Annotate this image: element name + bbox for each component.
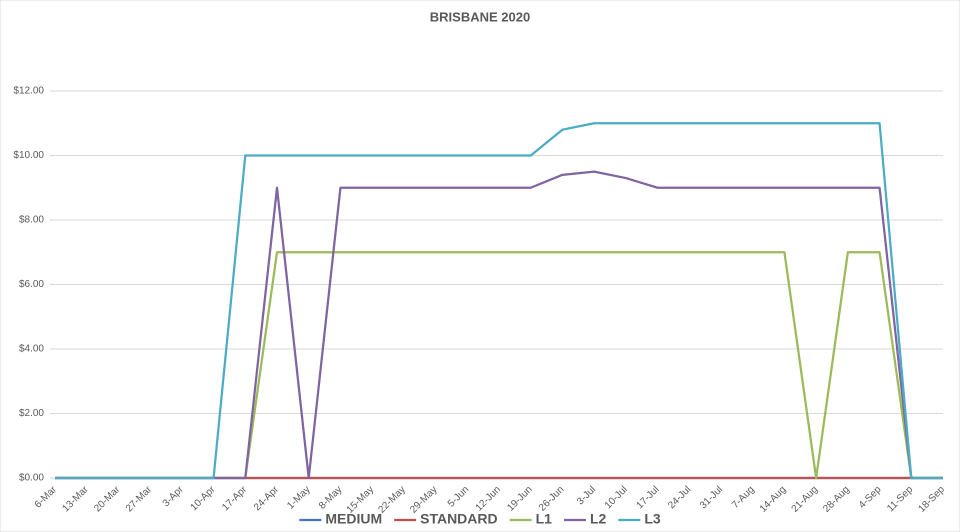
y-tick-label: $8.00	[19, 215, 44, 226]
legend-label: STANDARD	[420, 511, 498, 527]
legend-label: L3	[644, 511, 661, 527]
y-tick-label: $0.00	[19, 473, 44, 484]
y-tick-label: $4.00	[19, 344, 44, 355]
legend-label: MEDIUM	[325, 511, 382, 527]
chart-title: BRISBANE 2020	[430, 9, 530, 24]
y-tick-label: $6.00	[19, 279, 44, 290]
y-tick-label: $12.00	[13, 86, 44, 97]
y-tick-label: $10.00	[13, 150, 44, 161]
legend-label: L2	[590, 511, 607, 527]
series-line	[55, 122, 943, 480]
legend-label: L1	[536, 511, 553, 527]
y-tick-label: $2.00	[19, 408, 44, 419]
